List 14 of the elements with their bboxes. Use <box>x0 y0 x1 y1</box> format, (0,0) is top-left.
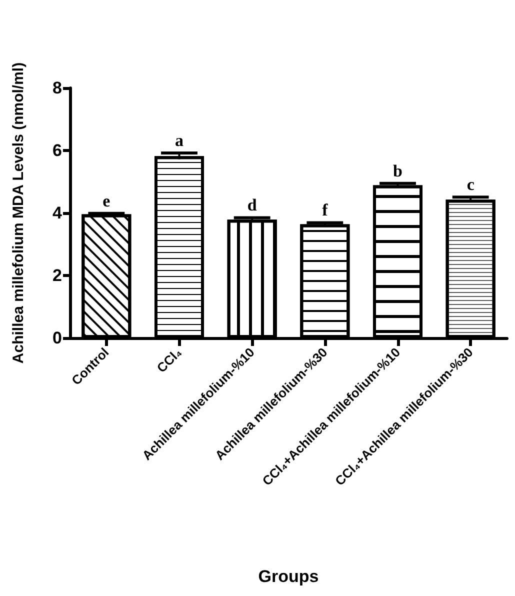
data-label: f <box>322 200 328 220</box>
y-tick-label: 0 <box>52 328 62 348</box>
y-axis-title: Achillea millefolium MDA Levels (nmol/ml) <box>10 62 27 364</box>
data-label: d <box>247 196 258 215</box>
y-tick-label: 6 <box>52 141 62 160</box>
x-axis-title: Groups <box>258 567 319 586</box>
y-tick-label: 8 <box>52 78 62 98</box>
x-tick-label: CCl₄ <box>154 344 185 376</box>
data-label: e <box>102 191 111 210</box>
data-label: a <box>175 131 184 150</box>
y-tick-label: 4 <box>52 204 63 222</box>
data-label: b <box>393 161 402 180</box>
data-label: c <box>466 175 475 194</box>
y-tick-label: 2 <box>52 266 62 285</box>
